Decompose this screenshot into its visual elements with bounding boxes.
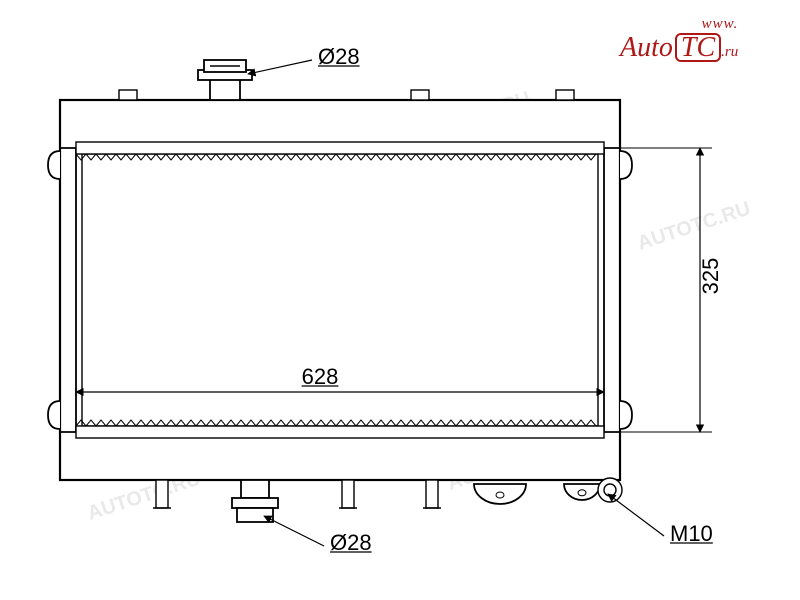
- watermark-url: AUTOTC.RU: [635, 198, 753, 255]
- dimension-label: 628: [302, 364, 339, 389]
- mount-dome: [474, 484, 526, 504]
- logo-main: AutoTC.ru: [620, 33, 738, 62]
- dimension-label: M10: [670, 521, 713, 546]
- mount-ear: [48, 151, 60, 179]
- mount-ear: [48, 401, 60, 429]
- dimension-label: Ø28: [318, 44, 360, 69]
- dimension-label: 325: [698, 258, 723, 295]
- site-logo: www.AutoTC.ru: [620, 16, 738, 62]
- dimension-label: Ø28: [330, 530, 372, 555]
- mount-dome: [564, 484, 600, 500]
- radiator-drawing: [48, 60, 632, 522]
- logo-www: www.: [620, 16, 738, 33]
- mount-ear: [620, 401, 632, 429]
- mount-ear: [620, 151, 632, 179]
